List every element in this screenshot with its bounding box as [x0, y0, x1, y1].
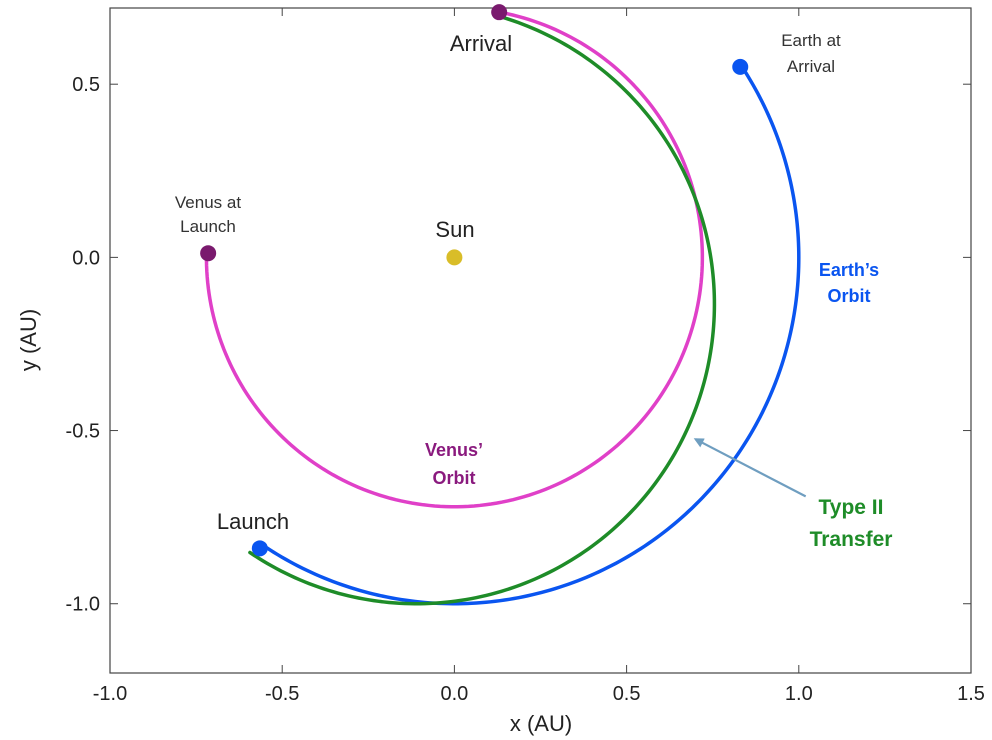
y-tick-label: -1.0	[66, 594, 100, 616]
plot-area	[109, 7, 972, 674]
x-tick-label: 1.5	[957, 683, 985, 705]
sun-label: Sun	[435, 217, 474, 242]
earths-orbit-label: Earth’s Orbit	[819, 260, 879, 306]
launch-label: Launch	[217, 509, 289, 534]
arrival-marker	[491, 4, 508, 21]
y-axis-label: y (AU)	[16, 309, 41, 371]
venus-at-launch-label-line: Venus at	[175, 193, 241, 212]
earths-orbit-label-line: Orbit	[828, 286, 871, 306]
sun-label-line: Sun	[435, 217, 474, 242]
y-tick-label: 0.5	[72, 74, 100, 96]
earth-at-arrival-label-line: Arrival	[787, 57, 835, 76]
transfer-pointer-arrow	[693, 438, 807, 498]
x-tick-label: 0.0	[440, 683, 468, 705]
labels-layer: Sun Venus at Launch Arrival Launch Earth at Ar…	[175, 31, 893, 551]
y-tick-label: 0.0	[72, 247, 100, 269]
earth-at-arrival-marker	[732, 58, 749, 75]
type-ii-transfer-label: Type II Transfer	[810, 496, 893, 551]
venus-orbit-line	[204, 10, 705, 509]
earth-s-orbit-line	[260, 66, 801, 606]
earths-orbit-label-line: Earth’s	[819, 260, 879, 280]
x-tick-label: 1.0	[785, 683, 813, 705]
venus-at-launch-label-line: Launch	[180, 217, 236, 236]
sun-marker	[446, 249, 463, 266]
type-ii-transfer-label-line: Type II	[819, 496, 884, 519]
x-tick-label: -0.5	[265, 683, 299, 705]
plot-frame	[109, 7, 972, 674]
y-tick-label: -0.5	[66, 421, 100, 443]
venus-at-launch-label: Venus at Launch	[175, 193, 241, 236]
axes-layer: x (AU) y (AU) -1.0 -0.5 0.0 0.5 1.0 1.5 -1.0 -0…	[16, 8, 985, 736]
venus-orbit-label: Venus’ Orbit	[425, 440, 483, 488]
arrival-label: Arrival	[450, 31, 512, 56]
launch-marker	[251, 540, 268, 557]
launch-label-line: Launch	[217, 509, 289, 534]
points-layer	[200, 4, 749, 557]
x-axis-label: x (AU)	[510, 711, 572, 736]
x-tick-label: -1.0	[93, 683, 127, 705]
arrival-label-line: Arrival	[450, 31, 512, 56]
venus-at-launch-marker	[200, 245, 217, 262]
x-tick-label: 0.5	[613, 683, 641, 705]
earth-at-arrival-label-line: Earth at	[781, 31, 841, 50]
arrow-layer	[693, 438, 807, 498]
venus-orbit-label-line: Orbit	[433, 468, 476, 488]
venus-orbit-label-line: Venus’	[425, 440, 483, 460]
type-ii-transfer-line	[248, 14, 717, 606]
type-ii-transfer-label-line: Transfer	[810, 528, 893, 551]
series-layer	[204, 10, 801, 606]
earth-at-arrival-label: Earth at Arrival	[781, 31, 841, 76]
